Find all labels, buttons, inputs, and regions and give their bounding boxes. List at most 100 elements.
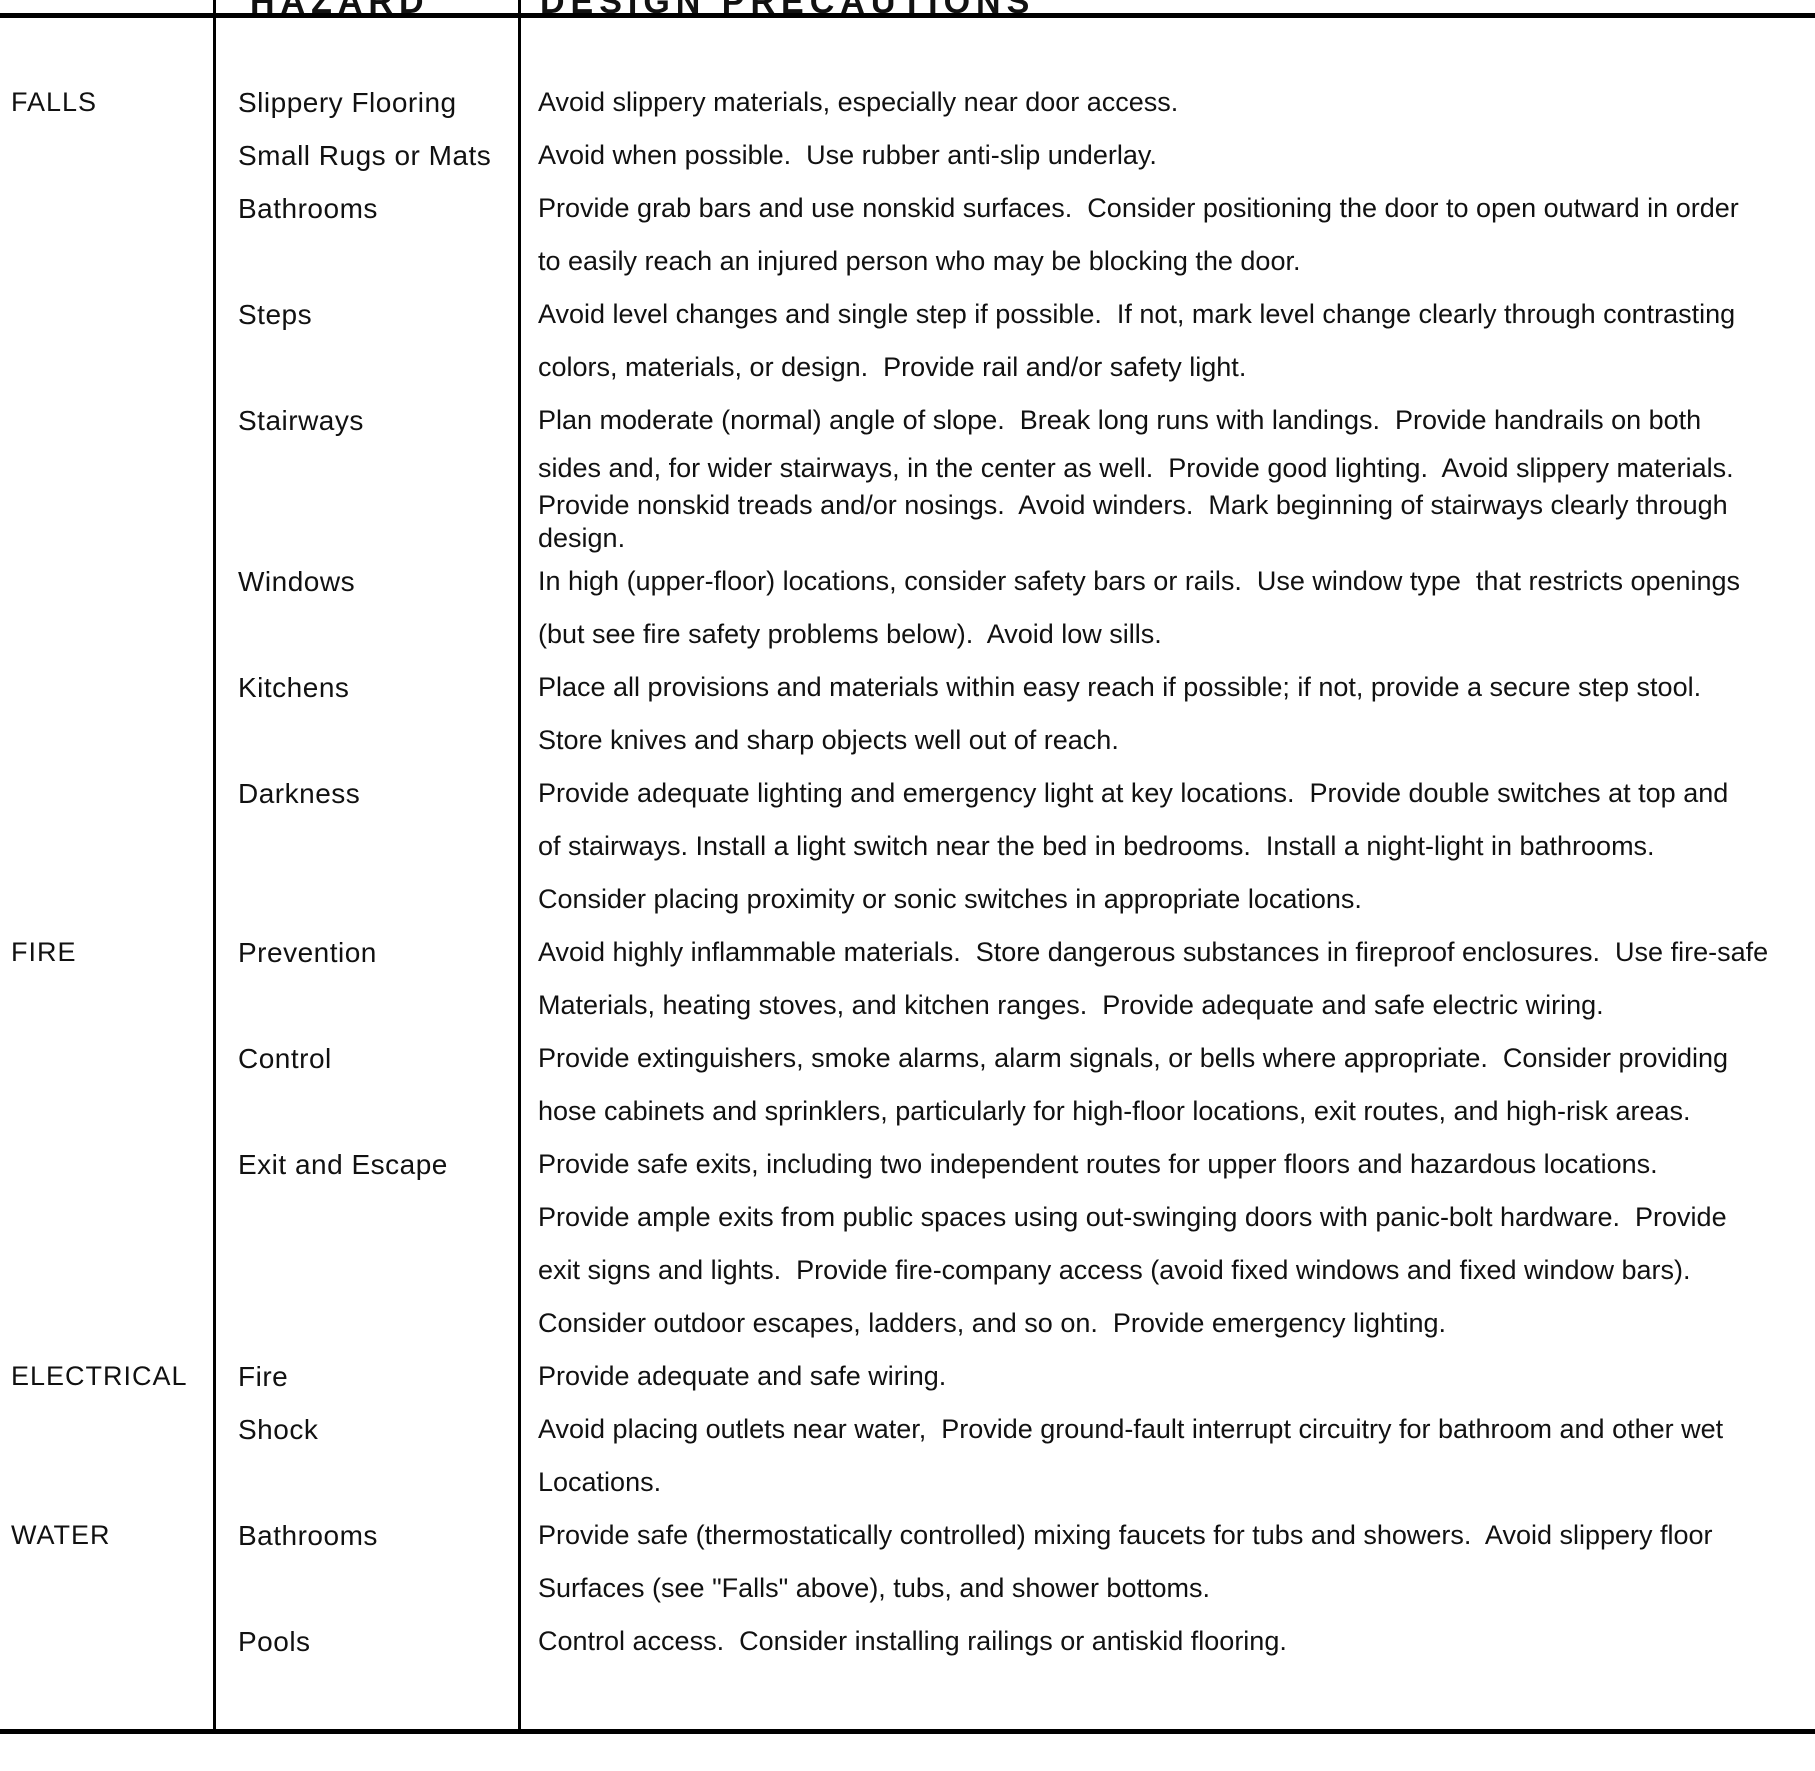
precautions-cell: Avoid highly inflammable materials. Stor… [518, 926, 1815, 1032]
category-cell [0, 129, 213, 182]
precaution-line: In high (upper-floor) locations, conside… [538, 566, 1741, 596]
category-cell [0, 394, 213, 447]
table-row: FALLS Slippery Flooring Avoid slippery mat… [0, 76, 1815, 129]
hazard-label: Slippery Flooring [238, 86, 457, 118]
hazard-cell: Bathrooms [213, 182, 518, 235]
precaution-line: Place all provisions and materials withi… [538, 672, 1702, 702]
hazard-label: Kitchens [238, 671, 350, 703]
hazard-cell: Pools [213, 1615, 518, 1668]
hazard-cell: Exit and Escape [213, 1138, 518, 1191]
column-divider-hazard-precautions [518, 0, 521, 1729]
precautions-cell: Avoid placing outlets near water, Provid… [518, 1403, 1815, 1509]
hazard-cell: Stairways [213, 394, 518, 447]
precaution-line: to easily reach an injured person who ma… [538, 246, 1301, 276]
category-cell [0, 661, 213, 714]
precaution-line: Avoid slippery materials, especially nea… [538, 87, 1179, 117]
precaution-line: Provide grab bars and use nonskid surfac… [538, 193, 1739, 223]
hazard-label: Stairways [238, 404, 364, 436]
precaution-line: Locations. [538, 1467, 662, 1497]
table-row: Steps Avoid level changes and single step… [0, 288, 1815, 394]
precaution-line: of stairways. Install a light switch nea… [538, 831, 1655, 861]
hazard-cell: Small Rugs or Mats [213, 129, 518, 182]
table-row: Stairways Plan moderate (normal) angle of… [0, 394, 1815, 555]
table-row: Windows In high (upper-floor) locations, … [0, 555, 1815, 661]
hazard-cell: Fire [213, 1350, 518, 1403]
precaution-line: Avoid placing outlets near water, Provid… [538, 1414, 1724, 1444]
hazard-cell: Shock [213, 1403, 518, 1456]
precaution-line: colors, materials, or design. Provide ra… [538, 352, 1247, 382]
precaution-line: Plan moderate (normal) angle of slope. B… [538, 405, 1702, 435]
table-row: ELECTRICAL Fire Provide adequate and safe … [0, 1350, 1815, 1403]
table-row: Shock Avoid placing outlets near water, P… [0, 1403, 1815, 1509]
precaution-line: Provide safe exits, including two indepe… [538, 1149, 1658, 1179]
precaution-line: design. [538, 523, 626, 553]
precaution-line: Provide adequate lighting and emergency … [538, 778, 1729, 808]
precaution-line: exit signs and lights. Provide fire-comp… [538, 1255, 1691, 1285]
table-row: Darkness Provide adequate lighting and em… [0, 767, 1815, 926]
column-divider-category-hazard [213, 0, 216, 1729]
table-body: FALLS Slippery Flooring Avoid slippery mat… [0, 19, 1815, 1668]
hazard-label: Pools [238, 1625, 311, 1657]
category-label [11, 555, 213, 608]
category-label [11, 394, 213, 447]
precaution-line: Provide adequate and safe wiring. [538, 1361, 947, 1391]
category-label [11, 661, 213, 714]
hazard-cell: Steps [213, 288, 518, 341]
table-row: Kitchens Place all provisions and materia… [0, 661, 1815, 767]
category-cell [0, 1032, 213, 1085]
category-cell [0, 1615, 213, 1668]
hazard-label: Bathrooms [238, 1519, 378, 1551]
hazard-cell: Kitchens [213, 661, 518, 714]
precaution-line: Provide extinguishers, smoke alarms, ala… [538, 1043, 1729, 1073]
precaution-line: Consider outdoor escapes, ladders, and s… [538, 1308, 1447, 1338]
hazard-label: Shock [238, 1413, 319, 1445]
table-row: WATER Bathrooms Provide safe (thermostatic… [0, 1509, 1815, 1615]
hazard-cell: Darkness [213, 767, 518, 820]
precautions-cell: Plan moderate (normal) angle of slope. B… [518, 394, 1815, 555]
table-row: Pools Control access. Consider installing… [0, 1615, 1815, 1668]
category-cell: FIRE [0, 926, 213, 979]
precautions-cell: Avoid when possible. Use rubber anti-sli… [518, 129, 1815, 182]
precaution-line: Provide nonskid treads and/or nosings. A… [538, 490, 1728, 520]
precautions-cell: Provide adequate and safe wiring. [518, 1350, 1815, 1403]
precaution-line: sides and, for wider stairways, in the c… [538, 452, 1734, 483]
precautions-cell: In high (upper-floor) locations, conside… [518, 555, 1815, 661]
category-cell: ELECTRICAL [0, 1350, 213, 1403]
precautions-cell: Avoid slippery materials, especially nea… [518, 76, 1815, 129]
hazard-label: Darkness [238, 777, 361, 809]
table-row: Small Rugs or Mats Avoid when possible. U… [0, 129, 1815, 182]
table-row: Control Provide extinguishers, smoke alar… [0, 1032, 1815, 1138]
category-cell: FALLS [0, 76, 213, 129]
category-cell [0, 288, 213, 341]
precautions-cell: Provide adequate lighting and emergency … [518, 767, 1815, 926]
hazard-cell: Bathrooms [213, 1509, 518, 1562]
category-cell [0, 767, 213, 820]
table-row: Exit and Escape Provide safe exits, inclu… [0, 1138, 1815, 1350]
precautions-cell: Control access. Consider installing rail… [518, 1615, 1815, 1668]
precaution-line: Surfaces (see "Falls" above), tubs, and … [538, 1573, 1210, 1603]
category-label [11, 767, 213, 820]
category-cell [0, 1138, 213, 1191]
table-bottom-border [0, 1729, 1815, 1734]
hazard-cell: Control [213, 1032, 518, 1085]
precautions-cell: Provide extinguishers, smoke alarms, ala… [518, 1032, 1815, 1138]
hazard-label: Exit and Escape [238, 1148, 448, 1180]
hazard-cell: Windows [213, 555, 518, 608]
category-cell [0, 1403, 213, 1456]
precautions-cell: Provide safe exits, including two indepe… [518, 1138, 1815, 1350]
precaution-line: Materials, heating stoves, and kitchen r… [538, 990, 1604, 1020]
design-precautions-column-header: DESIGN PRECAUTIONS [540, 0, 1035, 13]
hazard-label: Small Rugs or Mats [238, 139, 492, 171]
precaution-line: (but see fire safety problems below). Av… [538, 619, 1162, 649]
hazard-label: Control [238, 1042, 332, 1074]
hazard-label: Fire [238, 1360, 289, 1392]
table-top-border [0, 13, 1815, 18]
precaution-line: Avoid level changes and single step if p… [538, 299, 1736, 329]
category-label [11, 1403, 213, 1456]
hazard-label: Bathrooms [238, 192, 378, 224]
precaution-line: Store knives and sharp objects well out … [538, 725, 1119, 755]
precaution-line: Avoid when possible. Use rubber anti-sli… [538, 140, 1157, 170]
category-label: WATER [11, 1520, 111, 1550]
category-label [11, 288, 213, 341]
